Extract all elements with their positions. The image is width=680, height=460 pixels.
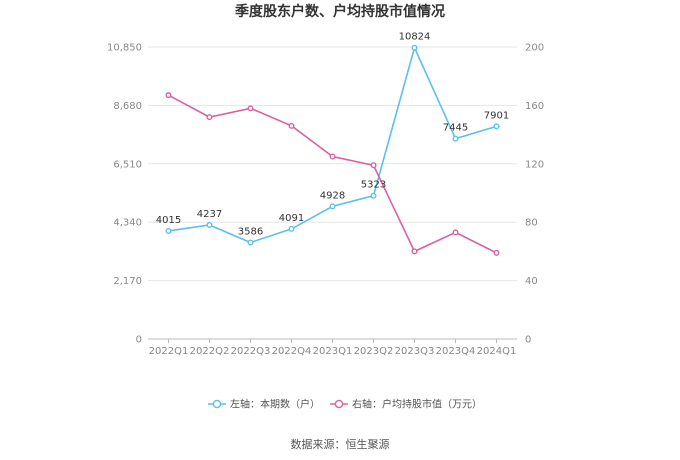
- data-label: 4091: [279, 213, 304, 224]
- x-tick-label: 2023Q4: [436, 346, 476, 357]
- chart-title: 季度股东户数、户均持股市值情况: [234, 3, 445, 20]
- legend-item-1[interactable]: 左轴：本期数（户）: [208, 398, 320, 411]
- axes: 0 2,170 4,340 6,510 8,680 10,850 0 40 80 120 160 20…: [107, 43, 544, 358]
- series-1-point: [206, 221, 213, 228]
- series-2-point: [247, 105, 254, 112]
- series-1-point: [288, 225, 295, 232]
- grid: [148, 46, 517, 282]
- left-tick-label: 0: [136, 335, 142, 346]
- left-tick-label: 6,510: [113, 159, 142, 170]
- x-tick-label: 2023Q3: [395, 346, 435, 357]
- x-tick-label: 2022Q1: [149, 346, 189, 357]
- legend-item-2[interactable]: 右轴：户均持股市值（万元）: [330, 398, 482, 411]
- series-2-point: [370, 162, 377, 169]
- series-1-point: [329, 203, 336, 210]
- data-label: 10824: [399, 32, 431, 43]
- x-tick-label: 2022Q4: [272, 346, 312, 357]
- left-tick-label: 8,680: [113, 101, 142, 112]
- x-tick-label: 2022Q2: [190, 346, 230, 357]
- data-label: 5323: [361, 180, 386, 191]
- x-tick-label: 2023Q2: [354, 346, 394, 357]
- right-tick-label: 80: [525, 218, 538, 229]
- series-2-point: [329, 153, 336, 160]
- left-tick-label: 2,170: [113, 276, 142, 287]
- series-1-point: [370, 192, 377, 199]
- data-label: 7901: [484, 110, 509, 121]
- legend-label: 右轴：户均持股市值（万元）: [352, 398, 482, 411]
- series-2-point: [452, 229, 459, 236]
- data-label: 4015: [156, 215, 181, 226]
- data-label: 4928: [320, 190, 345, 201]
- source-note: 数据来源：恒生聚源: [291, 437, 390, 451]
- right-tick-label: 160: [525, 101, 544, 112]
- left-tick-label: 10,850: [107, 43, 142, 54]
- legend-symbol: [330, 399, 348, 409]
- right-tick-label: 0: [525, 335, 531, 346]
- right-tick-label: 40: [525, 276, 538, 287]
- x-tick-label: 2023Q1: [313, 346, 353, 357]
- legend: 左轴：本期数（户） 右轴：户均持股市值（万元）: [208, 398, 482, 411]
- series-2-point: [206, 114, 213, 121]
- series-1-point: [493, 123, 500, 130]
- series-2-point: [493, 249, 500, 256]
- series: [165, 44, 500, 256]
- series-1-point: [452, 135, 459, 142]
- data-label: 7445: [443, 123, 468, 134]
- data-labels: 4015 4237 3586 4091 4928 5323 10824 7445 7901: [156, 32, 509, 238]
- legend-label: 左轴：本期数（户）: [230, 398, 320, 411]
- series-1-point: [165, 227, 172, 234]
- legend-symbol: [208, 399, 226, 409]
- left-tick-label: 4,340: [113, 218, 142, 229]
- series-2-point: [165, 92, 172, 99]
- x-tick-label: 2024Q1: [477, 346, 517, 357]
- x-tick-label: 2022Q3: [231, 346, 271, 357]
- series-1-point: [247, 239, 254, 246]
- data-label: 3586: [238, 226, 263, 237]
- right-tick-label: 200: [525, 43, 544, 54]
- data-label: 4237: [197, 209, 222, 220]
- series-1-point: [411, 44, 418, 51]
- series-2-point: [411, 248, 418, 255]
- series-2-point: [288, 122, 295, 129]
- right-tick-label: 120: [525, 159, 544, 170]
